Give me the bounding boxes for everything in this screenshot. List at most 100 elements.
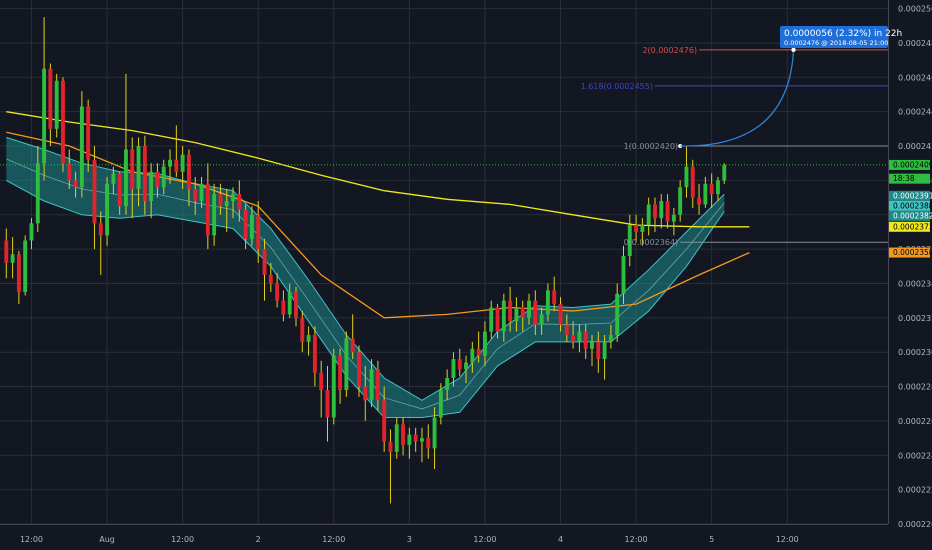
candle-body [420,438,424,442]
candle-body [4,240,9,263]
candle-body [79,106,84,188]
candle-body [646,204,651,226]
tooltip-line-2: 0.0002476 @ 2018-08-05 21:00 [784,39,888,47]
candle-body [489,307,494,332]
candle-body [199,183,204,202]
candle-body [703,183,708,205]
y-tick-label: 0.0002500 [898,5,932,14]
candle-body [262,249,267,275]
candle-body [331,355,336,418]
x-tick-label: 12:00 [171,535,194,544]
candle-body [300,317,305,342]
candle-body [640,225,645,232]
candle-body [501,300,506,332]
fib-level-label: 1(0.0002420) [624,142,679,151]
candle-body [451,359,456,378]
fib-level-label: 0(0.0002364) [624,238,679,247]
candle-body [508,300,513,322]
price-badges: 0.0002409 18:38 0.00023910.00023880.000238… [889,159,932,258]
y-tick-label: 0.0002420 [898,142,932,151]
candle-body [545,290,550,315]
candle-body [249,214,254,239]
candle-body [407,434,412,445]
price-badge-label: 0.0002388 [893,201,932,210]
candle-body [476,348,481,356]
ribbon-fill [6,137,725,418]
candle-body [426,438,431,449]
candle-body [350,338,355,353]
candle-body [155,171,160,188]
y-tick-label: 0.0002260 [898,417,932,426]
candle-body [117,173,122,207]
candle-body [608,335,613,342]
price-badge [889,159,930,170]
candle-body [42,68,47,164]
price-axis-background [888,0,932,550]
candle-body [294,292,298,318]
candle-body [186,154,191,189]
candle-body [231,194,235,202]
price-badge [889,210,930,221]
candle-body [35,163,40,224]
candle-body [495,307,500,332]
price-badge [889,190,930,201]
candle-body [205,183,210,236]
candle-body [161,166,166,188]
candle-body [375,369,380,401]
y-tick-label: 0.0002200 [898,520,932,529]
candle-body [212,194,217,236]
candle-body [306,335,311,342]
y-tick-label: 0.0002460 [898,73,932,82]
candle-body [357,352,361,387]
candle-body [665,201,670,222]
x-tick-label: 3 [407,535,412,544]
candle-body [149,171,154,202]
candle-body [382,400,387,442]
candle-body [319,372,324,390]
price-badge-label: 0.0002391 [893,191,932,200]
candle-body [67,163,72,181]
price-badge-label: 0.0002382 [893,211,932,220]
candle-body [218,194,223,207]
y-tick-label: 0.0002480 [898,39,932,48]
candle-body [602,341,607,360]
candle-body [678,187,683,215]
fibonacci-extension[interactable]: 2(0.0002476) 1.618(0.0002455) 1(0.0002420)… [581,46,888,247]
candle-body [98,223,103,236]
fib-level-label: 1.618(0.0002455) [581,82,653,91]
candle-body [438,389,443,418]
candle-body [596,341,601,360]
candle-body [281,300,286,315]
candle-body [470,348,475,363]
price-badge [889,247,930,258]
candle-body [105,183,110,236]
x-tick-label: 5 [709,535,714,544]
price-badge-label: 0.0002409 [893,160,932,169]
candle-body [29,223,34,241]
candle-body [709,183,714,195]
candle-body [111,173,116,184]
candle-body [653,204,657,219]
candle-body [464,362,468,370]
candle-body [338,355,343,390]
price-badge [889,221,930,232]
fib-level-label: 2(0.0002476) [642,46,697,55]
candle-body [224,201,229,207]
candle-body [634,225,639,232]
candle-body [243,209,248,239]
candle-body [86,106,91,160]
y-tick-label: 0.0002280 [898,383,932,392]
candle-body [552,290,557,305]
candle-body [627,225,632,256]
x-tick-label: 12:00 [473,535,496,544]
x-tick-label: Aug [99,535,115,544]
price-badge [889,173,930,184]
candle-body [482,331,487,356]
price-badge-label: 18:38 [893,174,915,183]
y-tick-label: 0.0002300 [898,348,932,357]
candle-body [325,389,330,418]
